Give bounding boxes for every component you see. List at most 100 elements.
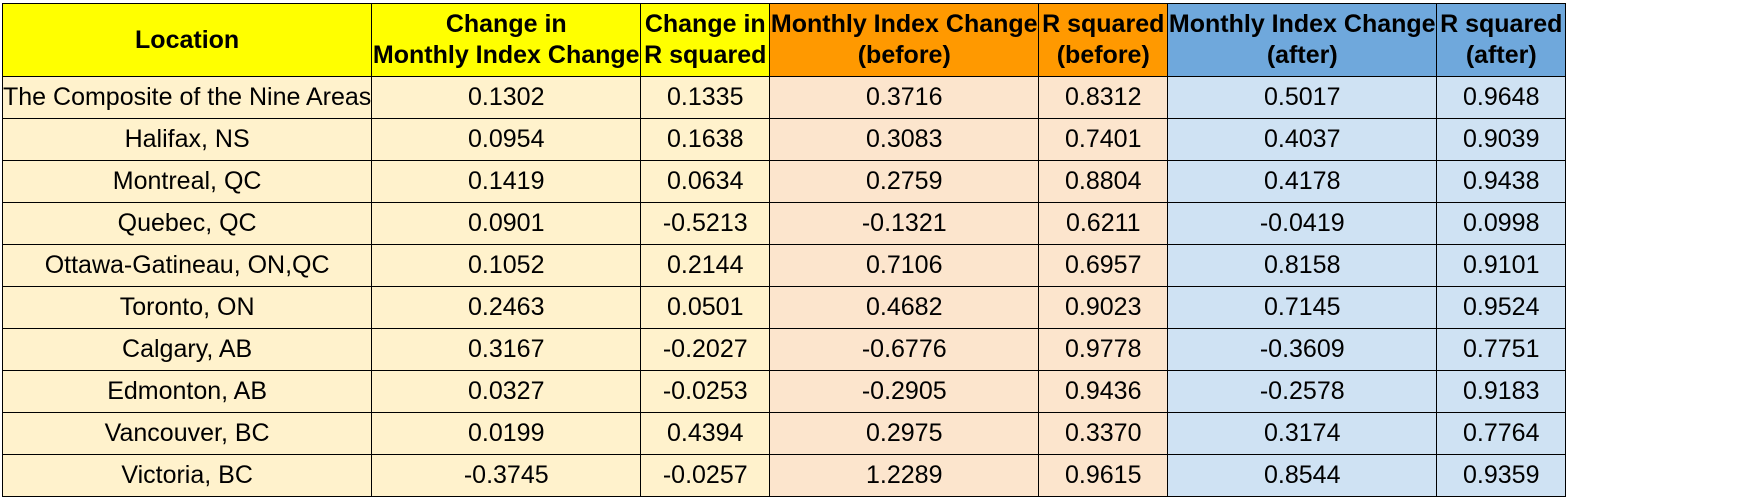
cell-change-r-squared[interactable]: -0.5213 xyxy=(640,202,771,245)
cell-r-squared-before[interactable]: 0.7401 xyxy=(1038,118,1169,161)
cell-location[interactable]: Victoria, BC xyxy=(1,454,373,497)
header-r-squared-before[interactable]: R squared (before) xyxy=(1038,3,1169,77)
header-line-2: (before) xyxy=(1056,41,1150,69)
cell-monthly-index-before[interactable]: -0.2905 xyxy=(769,370,1040,413)
cell-location[interactable]: Toronto, ON xyxy=(1,286,373,329)
table-row: Montreal, QC 0.1419 0.0634 0.2759 0.8804… xyxy=(1,160,1567,203)
cell-change-r-squared[interactable]: 0.0501 xyxy=(640,286,771,329)
table-row: Calgary, AB 0.3167 -0.2027 -0.6776 0.977… xyxy=(1,328,1567,371)
header-line-1: Monthly Index Change xyxy=(1168,10,1436,38)
cell-monthly-index-after[interactable]: 0.8544 xyxy=(1167,454,1438,497)
cell-r-squared-before[interactable]: 0.9023 xyxy=(1038,286,1169,329)
cell-r-squared-before[interactable]: 0.6211 xyxy=(1038,202,1169,245)
cell-r-squared-before[interactable]: 0.3370 xyxy=(1038,412,1169,455)
cell-monthly-index-after[interactable]: 0.8158 xyxy=(1167,244,1438,287)
cell-r-squared-after[interactable]: 0.7764 xyxy=(1436,412,1567,455)
cell-change-r-squared[interactable]: 0.0634 xyxy=(640,160,771,203)
cell-r-squared-after[interactable]: 0.9524 xyxy=(1436,286,1567,329)
cell-change-r-squared[interactable]: 0.1335 xyxy=(640,76,771,119)
cell-monthly-index-before[interactable]: -0.6776 xyxy=(769,328,1040,371)
header-location-line-1: Location xyxy=(135,25,240,54)
cell-location[interactable]: Edmonton, AB xyxy=(1,370,373,413)
header-line-1: Monthly Index Change xyxy=(770,10,1038,38)
cell-location[interactable]: Quebec, QC xyxy=(1,202,373,245)
header-line-1: Change in xyxy=(445,10,567,38)
cell-change-monthly-index[interactable]: 0.1419 xyxy=(371,160,642,203)
cell-r-squared-before[interactable]: 0.9436 xyxy=(1038,370,1169,413)
cell-change-monthly-index[interactable]: 0.1302 xyxy=(371,76,642,119)
cell-change-monthly-index[interactable]: 0.0199 xyxy=(371,412,642,455)
header-monthly-index-before[interactable]: Monthly Index Change (before) xyxy=(769,3,1040,77)
header-change-monthly-index[interactable]: Change in Monthly Index Change xyxy=(371,3,642,77)
cell-monthly-index-before[interactable]: 1.2289 xyxy=(769,454,1040,497)
header-line-1: R squared xyxy=(1440,10,1563,38)
cell-location[interactable]: The Composite of the Nine Areas xyxy=(1,76,373,119)
cell-monthly-index-before[interactable]: 0.4682 xyxy=(769,286,1040,329)
table-row: Toronto, ON 0.2463 0.0501 0.4682 0.9023 … xyxy=(1,286,1567,329)
cell-change-r-squared[interactable]: -0.0257 xyxy=(640,454,771,497)
header-change-r-squared[interactable]: Change in R squared xyxy=(640,3,771,77)
cell-change-r-squared[interactable]: 0.2144 xyxy=(640,244,771,287)
header-row: Location Change in Monthly Index Change … xyxy=(1,3,1567,77)
cell-monthly-index-after[interactable]: 0.4037 xyxy=(1167,118,1438,161)
cell-r-squared-after[interactable]: 0.9438 xyxy=(1436,160,1567,203)
cell-location[interactable]: Ottawa-Gatineau, ON,QC xyxy=(1,244,373,287)
table-row: Vancouver, BC 0.0199 0.4394 0.2975 0.337… xyxy=(1,412,1567,455)
cell-monthly-index-before[interactable]: 0.3716 xyxy=(769,76,1040,119)
cell-location[interactable]: Calgary, AB xyxy=(1,328,373,371)
header-line-2: R squared xyxy=(644,41,767,69)
cell-monthly-index-after[interactable]: 0.5017 xyxy=(1167,76,1438,119)
header-line-2: (before) xyxy=(857,41,951,69)
header-line-1: R squared xyxy=(1042,10,1165,38)
cell-r-squared-after[interactable]: 0.9359 xyxy=(1436,454,1567,497)
cell-r-squared-after[interactable]: 0.7751 xyxy=(1436,328,1567,371)
cell-change-r-squared[interactable]: -0.2027 xyxy=(640,328,771,371)
cell-r-squared-after[interactable]: 0.0998 xyxy=(1436,202,1567,245)
table-row: The Composite of the Nine Areas 0.1302 0… xyxy=(1,76,1567,119)
header-line-2: (after) xyxy=(1266,41,1338,69)
cell-change-monthly-index[interactable]: 0.2463 xyxy=(371,286,642,329)
cell-change-monthly-index[interactable]: -0.3745 xyxy=(371,454,642,497)
cell-monthly-index-before[interactable]: 0.7106 xyxy=(769,244,1040,287)
cell-location[interactable]: Montreal, QC xyxy=(1,160,373,203)
header-line-1: Change in xyxy=(644,10,766,38)
cell-monthly-index-after[interactable]: -0.0419 xyxy=(1167,202,1438,245)
cell-r-squared-after[interactable]: 0.9183 xyxy=(1436,370,1567,413)
cell-r-squared-after[interactable]: 0.9101 xyxy=(1436,244,1567,287)
cell-r-squared-after[interactable]: 0.9039 xyxy=(1436,118,1567,161)
cell-monthly-index-after[interactable]: -0.3609 xyxy=(1167,328,1438,371)
cell-monthly-index-before[interactable]: 0.2759 xyxy=(769,160,1040,203)
cell-monthly-index-after[interactable]: -0.2578 xyxy=(1167,370,1438,413)
cell-change-r-squared[interactable]: 0.1638 xyxy=(640,118,771,161)
cell-location[interactable]: Vancouver, BC xyxy=(1,412,373,455)
cell-change-monthly-index[interactable]: 0.3167 xyxy=(371,328,642,371)
cell-monthly-index-after[interactable]: 0.3174 xyxy=(1167,412,1438,455)
header-r-squared-after[interactable]: R squared (after) xyxy=(1436,3,1567,77)
cell-r-squared-before[interactable]: 0.8804 xyxy=(1038,160,1169,203)
cell-r-squared-before[interactable]: 0.9778 xyxy=(1038,328,1169,371)
header-line-2: Monthly Index Change xyxy=(372,41,640,69)
cell-monthly-index-before[interactable]: -0.1321 xyxy=(769,202,1040,245)
cell-change-monthly-index[interactable]: 0.0954 xyxy=(371,118,642,161)
cell-monthly-index-after[interactable]: 0.4178 xyxy=(1167,160,1438,203)
cell-change-r-squared[interactable]: -0.0253 xyxy=(640,370,771,413)
cell-r-squared-after[interactable]: 0.9648 xyxy=(1436,76,1567,119)
cell-monthly-index-before[interactable]: 0.3083 xyxy=(769,118,1040,161)
table-row: Halifax, NS 0.0954 0.1638 0.3083 0.7401 … xyxy=(1,118,1567,161)
cell-monthly-index-after[interactable]: 0.7145 xyxy=(1167,286,1438,329)
cell-change-r-squared[interactable]: 0.4394 xyxy=(640,412,771,455)
cell-r-squared-before[interactable]: 0.6957 xyxy=(1038,244,1169,287)
header-monthly-index-after[interactable]: Monthly Index Change (after) xyxy=(1167,3,1438,77)
table-row: Edmonton, AB 0.0327 -0.0253 -0.2905 0.94… xyxy=(1,370,1567,413)
cell-change-monthly-index[interactable]: 0.0327 xyxy=(371,370,642,413)
cell-change-monthly-index[interactable]: 0.0901 xyxy=(371,202,642,245)
header-location[interactable]: Location xyxy=(1,3,373,77)
cell-r-squared-before[interactable]: 0.8312 xyxy=(1038,76,1169,119)
cell-location[interactable]: Halifax, NS xyxy=(1,118,373,161)
cell-r-squared-before[interactable]: 0.9615 xyxy=(1038,454,1169,497)
data-table: Location Change in Monthly Index Change … xyxy=(1,3,1567,497)
cell-monthly-index-before[interactable]: 0.2975 xyxy=(769,412,1040,455)
table-row: Ottawa-Gatineau, ON,QC 0.1052 0.2144 0.7… xyxy=(1,244,1567,287)
cell-change-monthly-index[interactable]: 0.1052 xyxy=(371,244,642,287)
table-row: Quebec, QC 0.0901 -0.5213 -0.1321 0.6211… xyxy=(1,202,1567,245)
